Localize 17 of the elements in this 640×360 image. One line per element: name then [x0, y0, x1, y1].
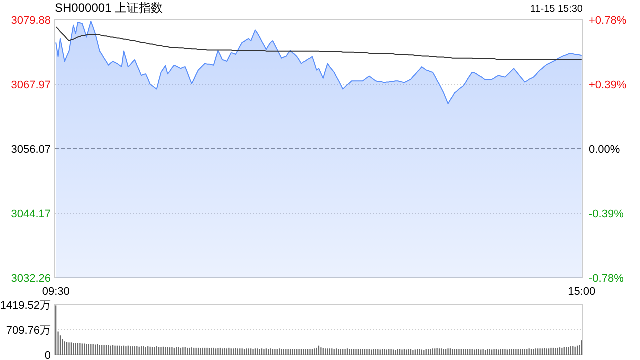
y-tick-label: 3032.26 — [11, 273, 51, 285]
y-tick-label: 1419.52万 — [0, 300, 51, 312]
y2-tick-label: -0.78% — [589, 273, 624, 285]
x-tick-label: 09:30 — [42, 286, 70, 298]
y-tick-label: 0 — [44, 350, 51, 360]
chart-title: SH000001 上证指数 — [55, 1, 164, 15]
y-tick-label: 3079.88 — [11, 15, 51, 27]
text: 11-15 15:30 — [530, 4, 584, 15]
y2-tick-label: +0.39% — [589, 80, 627, 92]
y2-tick-label: 0.00% — [589, 144, 620, 156]
y-tick-label: 3067.97 — [11, 80, 51, 92]
y-tick-label: 3044.17 — [11, 208, 51, 220]
y2-tick-label: -0.39% — [589, 208, 624, 220]
y-tick-label: 3056.07 — [11, 144, 51, 156]
y-tick-label: 709.76万 — [6, 325, 51, 337]
x-tick-label: 15:00 — [568, 286, 596, 298]
y2-tick-label: +0.78% — [589, 15, 627, 27]
